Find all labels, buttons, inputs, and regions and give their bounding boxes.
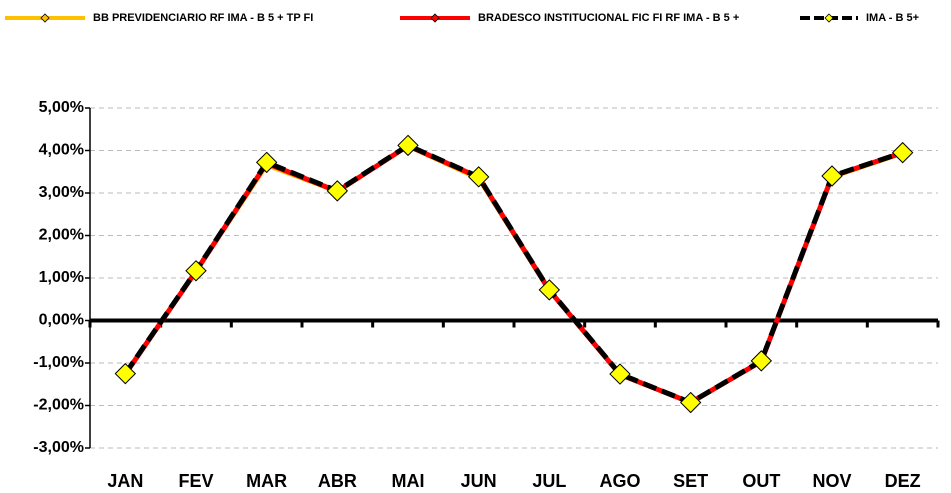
- legend-label: BB PREVIDENCIARIO RF IMA - B 5 + TP FI: [93, 12, 313, 24]
- x-tick-label: MAI: [392, 471, 425, 491]
- legend-label: IMA - B 5+: [866, 12, 919, 24]
- y-tick-label: 0,00%: [39, 312, 84, 329]
- x-tick-label: DEZ: [885, 471, 921, 491]
- x-tick-label: FEV: [178, 471, 213, 491]
- legend-marker: [824, 13, 834, 23]
- series-line: [123, 144, 904, 405]
- y-tick-label: 3,00%: [39, 184, 84, 201]
- y-tick-label: -3,00%: [33, 439, 84, 456]
- y-tick-label: -2,00%: [33, 397, 84, 414]
- x-tick-label: JUL: [532, 471, 566, 491]
- x-tick-label: JAN: [107, 471, 143, 491]
- x-tick-label: SET: [673, 471, 708, 491]
- y-tick-label: 1,00%: [39, 269, 84, 286]
- marker: [255, 151, 278, 174]
- x-tick-label: AGO: [599, 471, 640, 491]
- x-tick-label: MAR: [246, 471, 287, 491]
- marker: [114, 362, 137, 385]
- series-line: [123, 142, 904, 406]
- marker: [326, 180, 349, 202]
- marker: [891, 141, 914, 164]
- marker: [397, 134, 419, 157]
- marker: [821, 165, 843, 187]
- x-tick-label: ABR: [318, 471, 357, 491]
- x-tick-label: JUN: [461, 471, 497, 491]
- y-tick-label: 5,00%: [39, 99, 84, 116]
- legend-label: BRADESCO INSTITUCIONAL FIC FI RF IMA - B…: [478, 12, 739, 24]
- marker: [538, 279, 561, 301]
- marker: [679, 391, 702, 414]
- legend-marker: [430, 13, 440, 23]
- x-tick-label: NOV: [812, 471, 851, 491]
- marker: [609, 363, 631, 385]
- y-tick-label: 4,00%: [39, 142, 84, 159]
- series-line: [123, 143, 904, 406]
- marker: [750, 350, 773, 372]
- y-tick-label: 2,00%: [39, 227, 84, 244]
- y-tick-label: -1,00%: [33, 354, 84, 371]
- marker: [467, 166, 490, 188]
- legend-marker: [40, 13, 50, 23]
- marker: [185, 260, 207, 282]
- x-tick-label: OUT: [742, 471, 780, 491]
